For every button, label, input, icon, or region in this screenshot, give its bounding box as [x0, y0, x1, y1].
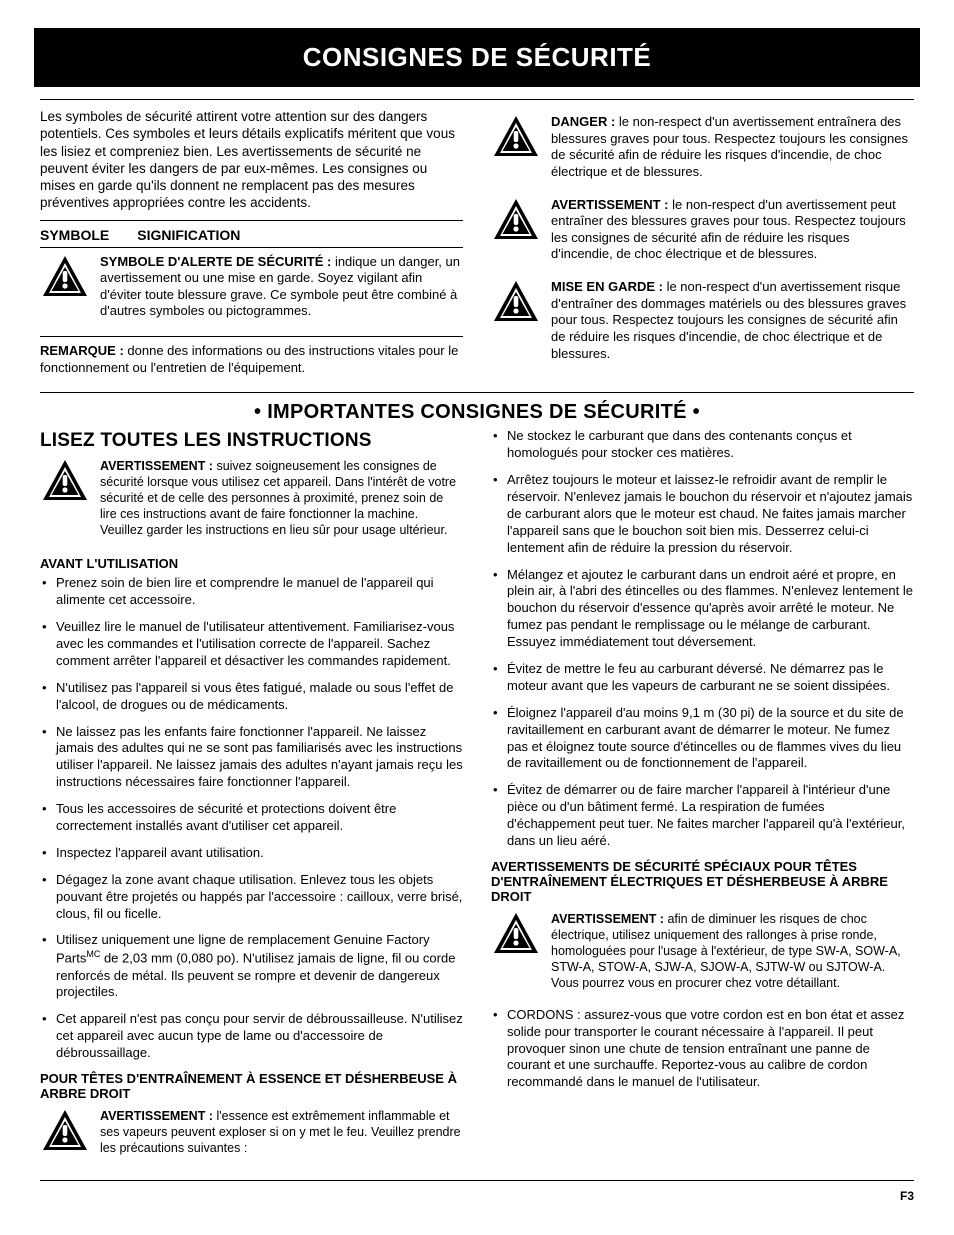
header-symbole: SYMBOLE [40, 227, 109, 243]
rule-mid [40, 392, 914, 393]
symbols-left-col: Les symboles de sécurité attirent votre … [40, 108, 463, 384]
list-item: Évitez de démarrer ou de faire marcher l… [491, 782, 914, 850]
list-item: Prenez soin de bien lire et comprendre l… [40, 575, 463, 609]
main-right-col: Ne stockez le carburant que dans des con… [491, 428, 914, 1172]
genuine-suffix: de 2,03 mm (0,080 po). N'utilisez jamais… [56, 951, 455, 1000]
main-left-col: LISEZ TOUTES LES INSTRUCTIONS AVERTISSEM… [40, 428, 463, 1172]
intro-text: Les symboles de sécurité attirent votre … [40, 108, 463, 212]
danger-text: DANGER : le non-respect d'un avertisseme… [551, 114, 914, 181]
list-item: Veuillez lire le manuel de l'utilisateur… [40, 619, 463, 670]
avertissement-row: AVERTISSEMENT : le non-respect d'un aver… [491, 197, 914, 272]
elec-title: AVERTISSEMENTS DE SÉCURITÉ SPÉCIAUX POUR… [491, 860, 914, 905]
symbol-header-row: SYMBOLE SIGNIFICATION [40, 227, 463, 243]
danger-lead: DANGER : [551, 114, 615, 129]
avant-title: AVANT L'UTILISATION [40, 556, 463, 571]
list-item: CORDONS : assurez-vous que votre cordon … [491, 1007, 914, 1091]
essence-warn-lead: AVERTISSEMENT : [100, 1109, 213, 1123]
list-item: Cet appareil n'est pas conçu pour servir… [40, 1011, 463, 1062]
lisez-warn-lead: AVERTISSEMENT : [100, 459, 213, 473]
avant-list: Prenez soin de bien lire et comprendre l… [40, 575, 463, 1062]
warning-triangle-icon [491, 911, 541, 957]
header-signification: SIGNIFICATION [137, 227, 240, 243]
essence-warn-row: AVERTISSEMENT : l'essence est extrêmemen… [40, 1108, 463, 1164]
symbol-definitions: Les symboles de sécurité attirent votre … [40, 108, 914, 384]
mise-text: MISE EN GARDE : le non-respect d'un aver… [551, 279, 914, 362]
essence-title: POUR TÊTES D'ENTRAÎNEMENT À ESSENCE ET D… [40, 1072, 463, 1102]
warning-triangle-icon [491, 279, 541, 325]
cord-list: CORDONS : assurez-vous que votre cordon … [491, 1007, 914, 1091]
page: CONSIGNES DE SÉCURITÉ Les symboles de sé… [0, 0, 954, 1223]
alert-symbol-text: SYMBOLE D'ALERTE DE SÉCURITÉ : indique u… [100, 254, 463, 321]
rule-bottom [40, 1180, 914, 1181]
elec-warn-row: AVERTISSEMENT : afin de diminuer les ris… [491, 911, 914, 999]
warning-triangle-icon [40, 1108, 90, 1154]
lisez-title: LISEZ TOUTES LES INSTRUCTIONS [40, 430, 463, 452]
title-banner: CONSIGNES DE SÉCURITÉ [34, 28, 920, 87]
list-item: Éloignez l'appareil d'au moins 9,1 m (30… [491, 705, 914, 773]
genuine-sup: MC [86, 949, 100, 959]
warning-triangle-icon [491, 197, 541, 243]
warning-triangle-icon [40, 254, 90, 300]
lisez-warn-text: AVERTISSEMENT : suivez soigneusement les… [100, 458, 463, 538]
elec-warn-text: AVERTISSEMENT : afin de diminuer les ris… [551, 911, 914, 991]
alert-symbol-lead: SYMBOLE D'ALERTE DE SÉCURITÉ : [100, 254, 331, 269]
list-item: Inspectez l'appareil avant utilisation. [40, 845, 463, 862]
fuel-list: Ne stockez le carburant que dans des con… [491, 428, 914, 850]
warning-triangle-icon [40, 458, 90, 504]
essence-warn-text: AVERTISSEMENT : l'essence est extrêmemen… [100, 1108, 463, 1156]
list-item: Mélangez et ajoutez le carburant dans un… [491, 567, 914, 651]
avert-text: AVERTISSEMENT : le non-respect d'un aver… [551, 197, 914, 264]
rule-under-intro [40, 220, 463, 221]
list-item: N'utilisez pas l'appareil si vous êtes f… [40, 680, 463, 714]
list-item: Ne stockez le carburant que dans des con… [491, 428, 914, 462]
mise-en-garde-row: MISE EN GARDE : le non-respect d'un aver… [491, 279, 914, 370]
mise-lead: MISE EN GARDE : [551, 279, 663, 294]
lisez-warn-row: AVERTISSEMENT : suivez soigneusement les… [40, 458, 463, 546]
list-item: Dégagez la zone avant chaque utilisation… [40, 872, 463, 923]
page-number: F3 [40, 1189, 914, 1203]
list-item: Évitez de mettre le feu au carburant dév… [491, 661, 914, 695]
list-item: Ne laissez pas les enfants faire fonctio… [40, 724, 463, 792]
rule-top [40, 99, 914, 100]
warning-triangle-icon [491, 114, 541, 160]
list-item: Tous les accessoires de sécurité et prot… [40, 801, 463, 835]
avert-lead: AVERTISSEMENT : [551, 197, 669, 212]
rule-under-alert [40, 336, 463, 337]
remarque-text: REMARQUE : donne des informations ou des… [40, 343, 463, 376]
list-item: Arrêtez toujours le moteur et laissez-le… [491, 472, 914, 556]
elec-warn-lead: AVERTISSEMENT : [551, 912, 664, 926]
main-columns: LISEZ TOUTES LES INSTRUCTIONS AVERTISSEM… [40, 428, 914, 1172]
symbols-right-col: DANGER : le non-respect d'un avertisseme… [491, 108, 914, 384]
danger-row: DANGER : le non-respect d'un avertisseme… [491, 114, 914, 189]
rule-under-header [40, 247, 463, 248]
remarque-lead: REMARQUE : [40, 343, 124, 358]
important-title: • IMPORTANTES CONSIGNES DE SÉCURITÉ • [40, 401, 914, 424]
list-item: Utilisez uniquement une ligne de remplac… [40, 932, 463, 1001]
alert-symbol-row: SYMBOLE D'ALERTE DE SÉCURITÉ : indique u… [40, 254, 463, 329]
